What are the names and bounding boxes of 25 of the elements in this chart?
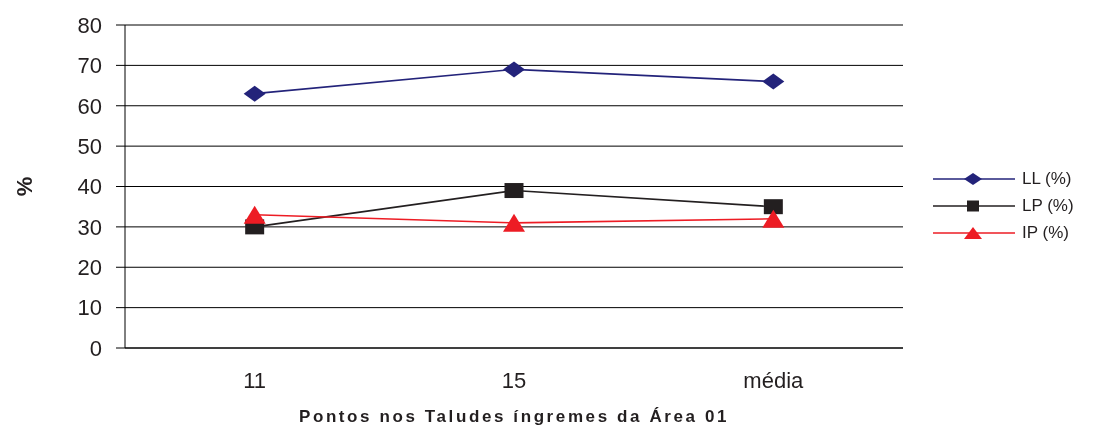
point [243, 205, 266, 224]
y-tick-label: 30 [77, 214, 102, 240]
y-tick-label: 80 [77, 12, 102, 38]
x-axis-title: Pontos nos Taludes íngremes da Área 01 [298, 406, 730, 426]
point [762, 73, 785, 90]
legend-label: LL (%) [1022, 168, 1072, 189]
x-tick-label: 15 [501, 367, 527, 393]
y-tick-label: 10 [77, 295, 102, 321]
legend-label: IP (%) [1022, 222, 1069, 243]
y-axis-title: % [11, 176, 37, 197]
point [763, 199, 783, 215]
point [243, 85, 266, 102]
y-tick-label: 0 [89, 335, 102, 361]
x-tick-label: média [743, 367, 805, 393]
legend-label: LP (%) [1022, 195, 1074, 216]
point [503, 61, 525, 78]
y-tick-label: 60 [77, 93, 102, 119]
point [504, 183, 524, 199]
y-tick-label: 40 [77, 174, 102, 200]
point [762, 209, 785, 228]
x-tick-label: 11 [243, 367, 267, 393]
y-tick-label: 50 [77, 133, 102, 159]
y-tick-label: 20 [77, 255, 102, 281]
point [503, 213, 525, 232]
y-tick-label: 70 [77, 53, 102, 79]
